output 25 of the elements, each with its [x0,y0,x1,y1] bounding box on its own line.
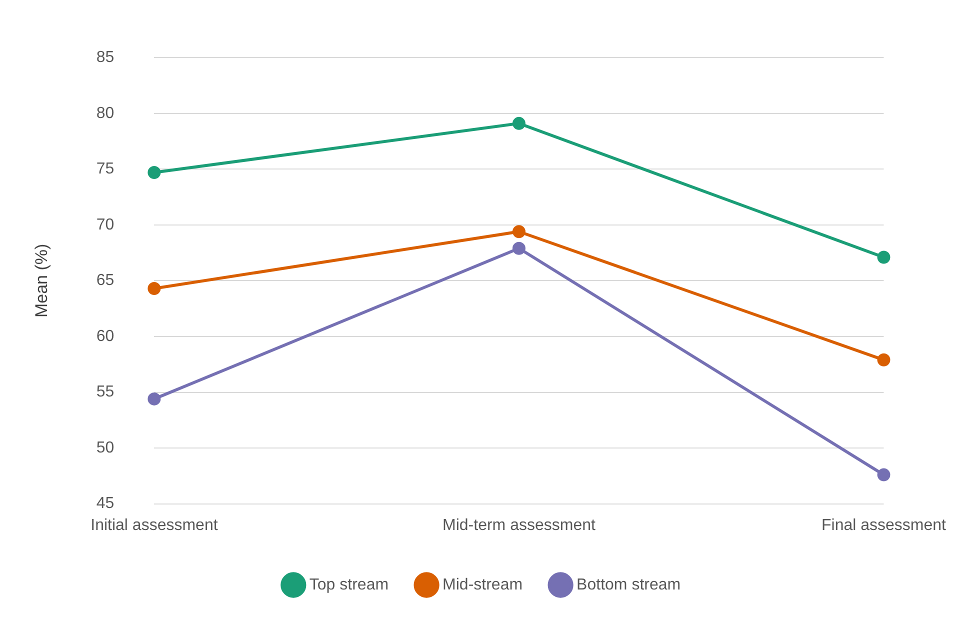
y-tick-label: 60 [96,328,114,345]
point [877,468,890,482]
point [148,282,161,296]
y-tick-label: 55 [96,384,114,401]
legend-label: Top stream [309,576,389,594]
x-tick-label: Final assessment [822,516,947,534]
point [148,392,161,406]
legend-label: Mid-stream [442,576,523,594]
y-tick-label: 85 [96,49,114,66]
y-tick-label: 45 [96,495,114,512]
point [877,353,890,366]
point [512,242,526,255]
point [512,116,526,130]
point [512,225,526,238]
y-tick-label: 65 [96,272,114,290]
point [877,250,890,264]
y-tick-label: 50 [96,439,114,456]
x-tick-label: Mid-term assessment [442,516,596,534]
point [148,166,161,179]
y-axis-title: Mean (%) [32,244,51,318]
x-tick-label: Initial assessment [90,516,218,534]
y-tick-label: 70 [96,216,114,234]
y-tick-label: 75 [96,160,114,178]
legend-label: Bottom stream [576,576,681,594]
y-tick-label: 80 [96,104,114,122]
